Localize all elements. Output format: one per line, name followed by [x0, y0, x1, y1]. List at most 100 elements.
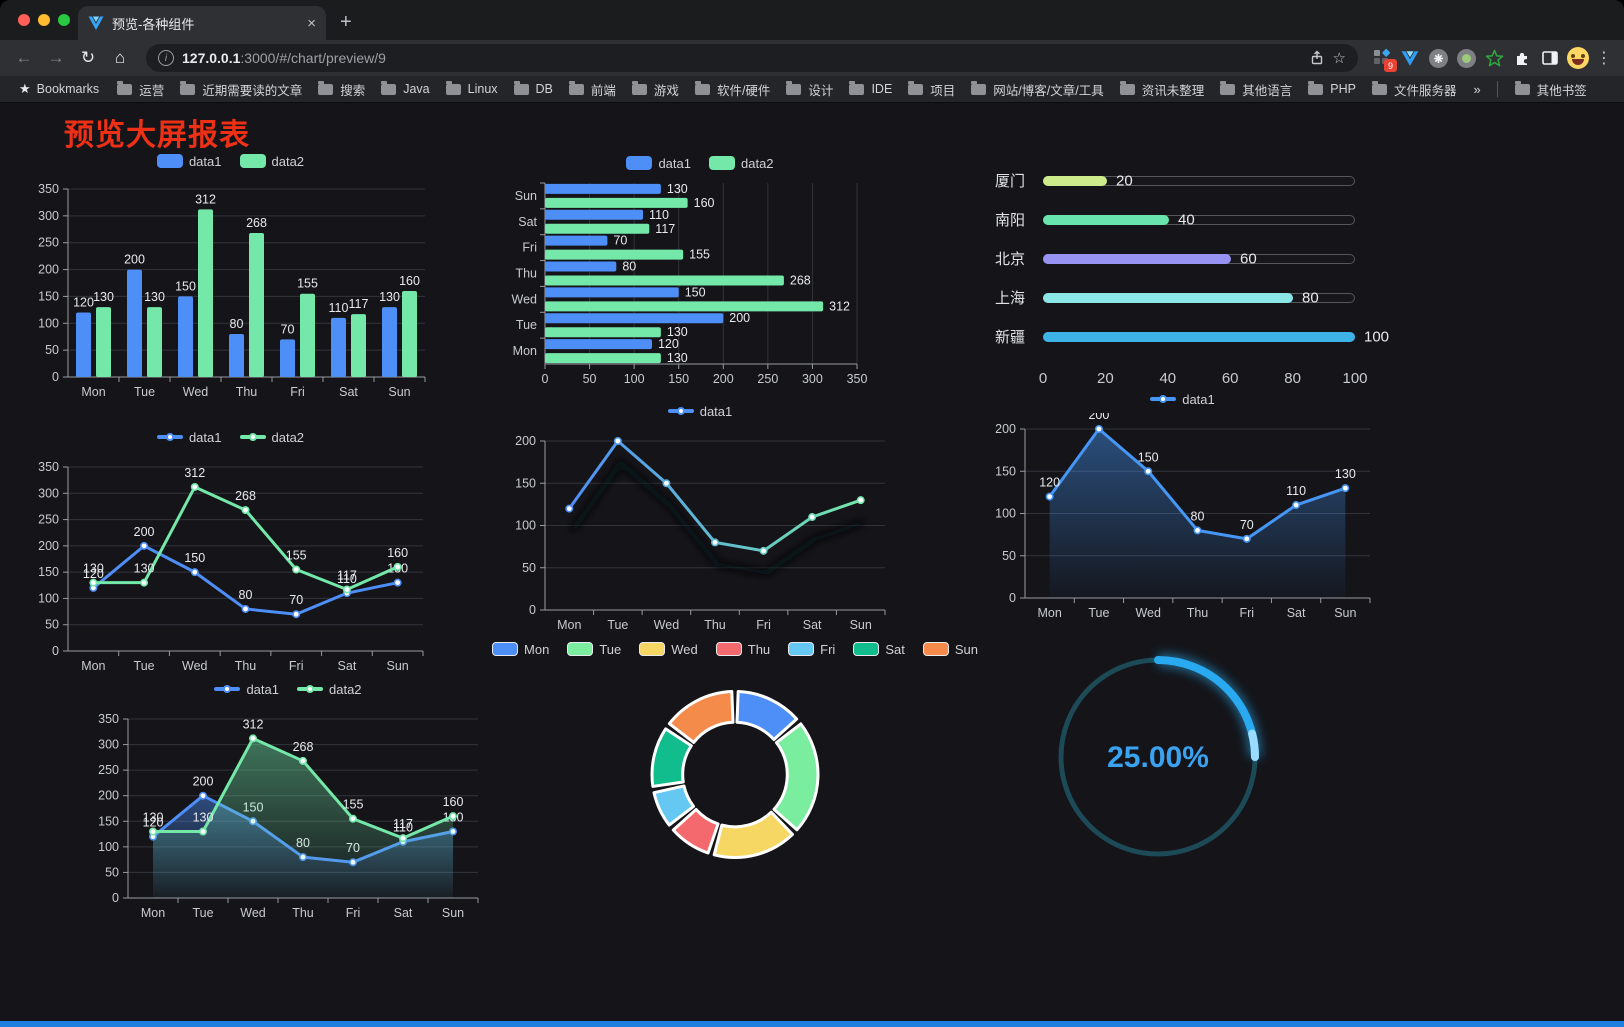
legend-item[interactable]: Thu	[715, 642, 770, 657]
bookmark-folder[interactable]: 近期需要读的文章	[173, 78, 309, 101]
legend-item[interactable]: data1	[626, 156, 691, 171]
legend-item[interactable]: data2	[239, 430, 304, 445]
bookmarks-overflow-chevron[interactable]: »	[1473, 81, 1481, 97]
extension-recorder-icon[interactable]	[1454, 46, 1478, 70]
svg-text:312: 312	[829, 299, 850, 313]
gauge-svg[interactable]: 25.00%	[1038, 637, 1278, 877]
bookmark-folder[interactable]: Linux	[439, 80, 505, 98]
share-icon[interactable]	[1309, 50, 1325, 66]
bookmark-folder[interactable]: PHP	[1301, 80, 1363, 98]
bookmark-folder[interactable]: 设计	[779, 78, 840, 101]
legend-item[interactable]: data2	[297, 682, 362, 697]
area-single-svg[interactable]: 0 50 100 150 200 Mon Tue Wed Thu Fri Sat Sun 120 200 1…	[985, 408, 1380, 628]
bookmark-folder[interactable]: 其他语言	[1213, 78, 1299, 101]
page-title: 预览大屏报表	[64, 119, 250, 152]
reload-icon[interactable]: ↻	[80, 48, 96, 67]
legend-item[interactable]: data1	[1150, 392, 1215, 407]
donut-svg[interactable]	[540, 663, 930, 878]
bookmark-folder[interactable]: 游戏	[625, 78, 686, 101]
svg-text:200: 200	[134, 525, 155, 539]
tab-close-icon[interactable]: ×	[307, 14, 316, 32]
line-two-area-svg[interactable]: 0 50 100 150 200 250 300 350 Mon Tue Wed Thu Fri Sat S…	[88, 703, 488, 928]
bookmark-folder[interactable]: 文件服务器	[1365, 78, 1464, 101]
extension-star-icon[interactable]	[1482, 46, 1506, 70]
svg-text:130: 130	[1335, 467, 1356, 481]
bar-vertical-svg[interactable]: 0 50 100 150 200 250 300 350 Mon Tue Wed Thu Fri Sat S…	[28, 175, 433, 407]
svg-text:110: 110	[393, 821, 413, 835]
bookmark-folder[interactable]: 项目	[901, 78, 962, 101]
bookmark-folder[interactable]: 软件/硬件	[688, 78, 777, 101]
bookmark-folder[interactable]: DB	[507, 80, 560, 98]
forward-icon[interactable]: →	[47, 48, 65, 67]
legend-item[interactable]: Mon	[492, 642, 549, 657]
bookmark-star-icon[interactable]: ☆	[1332, 50, 1346, 67]
chart-bar-horizontal[interactable]: data1 data2 0 50 100 150 200 250 300 350 Sun 130 160…	[505, 153, 895, 397]
bookmark-folder[interactable]: 搜索	[311, 78, 372, 101]
url-text[interactable]: 127.0.0.1:3000/#/chart/preview/9	[182, 50, 1301, 66]
profile-avatar[interactable]	[1566, 46, 1590, 70]
legend-item[interactable]: data2	[239, 154, 304, 169]
minimize-window-button[interactable]	[38, 14, 50, 26]
chart-bar-vertical[interactable]: data1 data2 0 50 100 150 200 250 300 350 Mon Tue Wed…	[28, 151, 433, 412]
chart-line-two-series[interactable]: data1 data2 0 50 100 150 200 250 300 350 Mon Tue Wed…	[28, 427, 433, 686]
zoom-window-button[interactable]	[58, 14, 70, 26]
svg-text:155: 155	[689, 248, 710, 262]
legend-item[interactable]: Fri	[788, 642, 835, 657]
bookmark-folder[interactable]: Java	[374, 80, 436, 98]
legend-item[interactable]: data1	[156, 430, 222, 445]
chart-line-gradient[interactable]: data1 0 50 100 150 200 Mon Tue Wed Thu Fri Sat Sun	[505, 401, 895, 645]
bookmark-folder[interactable]: 资讯未整理	[1113, 78, 1212, 101]
back-icon[interactable]: ←	[15, 48, 33, 67]
line-two-series-svg[interactable]: 0 50 100 150 200 250 300 350 Mon Tue Wed Thu Fri Sat S…	[28, 451, 433, 681]
legend-item[interactable]: Sun	[922, 642, 978, 657]
side-panel-icon[interactable]	[1538, 46, 1562, 70]
svg-text:Thu: Thu	[1187, 606, 1209, 620]
bookmark-folder[interactable]: 运营	[110, 78, 171, 101]
legend-item[interactable]: data1	[156, 154, 222, 169]
extension-vue-icon[interactable]	[1398, 46, 1422, 70]
svg-text:150: 150	[685, 285, 706, 299]
bookmark-label: PHP	[1330, 82, 1356, 96]
close-window-button[interactable]	[18, 14, 30, 26]
extensions-puzzle-icon[interactable]	[1510, 46, 1534, 70]
legend-item[interactable]: data1	[667, 404, 732, 419]
svg-text:110: 110	[337, 572, 357, 586]
bookmark-folder[interactable]: 网站/博客/文章/工具	[964, 78, 1110, 101]
legend-item[interactable]: Tue	[567, 642, 621, 657]
svg-text:300: 300	[38, 209, 59, 223]
chart-gauge[interactable]: 25.00%	[1038, 637, 1278, 882]
folder-icon	[180, 80, 196, 95]
svg-text:Sun: Sun	[387, 659, 409, 673]
new-tab-button[interactable]: +	[340, 11, 352, 33]
legend-item[interactable]: data2	[709, 156, 774, 171]
bookmark-label: 设计	[808, 83, 834, 98]
browser-tab[interactable]: 预览-各种组件 ×	[78, 6, 326, 40]
bookmark-folder[interactable]: 前端	[562, 78, 623, 101]
legend-item[interactable]: Wed	[639, 642, 698, 657]
legend-item[interactable]: data1	[214, 682, 279, 697]
svg-text:120: 120	[658, 337, 679, 351]
address-bar[interactable]: i 127.0.0.1:3000/#/chart/preview/9 ☆	[146, 44, 1358, 72]
home-icon[interactable]: ⌂	[114, 48, 126, 67]
chart-line-two-area[interactable]: data1 data2 0 50 100 150 200 250 300 350 Mon Tue Wed…	[88, 679, 488, 933]
svg-text:Sat: Sat	[803, 618, 822, 632]
folder-icon	[318, 80, 334, 95]
menu-kebab-icon[interactable]: ⋮	[1596, 50, 1612, 67]
bookmark-label: 运营	[139, 83, 165, 98]
chart-progress-list[interactable]: 厦门 20 南阳 40 北京 60 上海 80 新疆 100 0 20 40 60 80 100	[995, 161, 1389, 392]
svg-text:Sat: Sat	[339, 385, 358, 399]
site-info-icon[interactable]: i	[158, 50, 174, 66]
extension-grid-icon[interactable]: 9	[1370, 46, 1397, 72]
line-gradient-svg[interactable]: 0 50 100 150 200 Mon Tue Wed Thu Fri Sat Sun	[505, 425, 895, 640]
svg-text:80: 80	[1191, 509, 1205, 523]
bookmark-folder[interactable]: IDE	[842, 80, 899, 98]
svg-text:Sat: Sat	[394, 906, 413, 920]
other-bookmarks-folder[interactable]: 其他书签	[1508, 78, 1594, 101]
folder-icon	[1308, 80, 1324, 95]
chart-donut[interactable]: Mon Tue Wed Thu Fri Sat Sun	[492, 639, 978, 883]
legend-item[interactable]: Sat	[853, 642, 905, 657]
chart-area-single[interactable]: data1 0 50 100 150 200 Mon Tue Wed Thu Fri Sat Sun 12…	[985, 389, 1380, 633]
extension-settings-icon[interactable]	[1426, 46, 1450, 70]
bookmarks-manager[interactable]: ★ Bookmarks	[12, 79, 106, 99]
